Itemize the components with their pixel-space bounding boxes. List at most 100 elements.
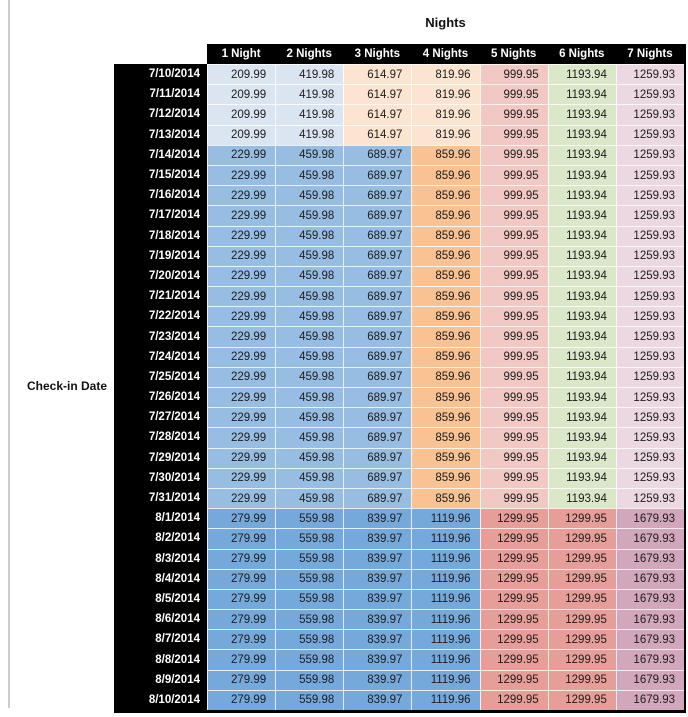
checkin-date-cell[interactable]: 7/13/2014 <box>114 124 207 145</box>
price-cell[interactable]: 614.97 <box>343 104 412 125</box>
checkin-date-cell[interactable]: 8/4/2014 <box>114 568 207 589</box>
price-cell[interactable]: 459.98 <box>275 164 344 186</box>
checkin-date-cell[interactable]: 8/1/2014 <box>114 508 207 529</box>
price-cell[interactable]: 1259.93 <box>615 326 684 347</box>
price-cell[interactable]: 1299.95 <box>479 568 548 589</box>
price-cell[interactable]: 229.99 <box>207 225 276 246</box>
checkin-date-cell[interactable]: 7/21/2014 <box>114 286 207 307</box>
price-cell[interactable]: 459.98 <box>275 326 344 347</box>
price-cell[interactable]: 689.97 <box>343 185 412 206</box>
price-cell[interactable]: 1259.93 <box>615 487 684 509</box>
price-cell[interactable]: 859.96 <box>411 185 480 206</box>
price-cell[interactable]: 209.99 <box>207 84 276 105</box>
price-cell[interactable]: 689.97 <box>343 225 412 246</box>
price-cell[interactable]: 1193.94 <box>547 225 616 246</box>
price-cell[interactable]: 559.98 <box>275 588 344 610</box>
price-cell[interactable]: 1119.96 <box>411 649 480 670</box>
price-cell[interactable]: 999.95 <box>479 245 548 266</box>
price-cell[interactable]: 1299.95 <box>547 649 616 670</box>
price-cell[interactable]: 459.98 <box>275 286 344 307</box>
checkin-date-cell[interactable]: 7/22/2014 <box>114 306 207 327</box>
price-cell[interactable]: 1679.93 <box>615 588 684 610</box>
price-cell[interactable]: 1299.95 <box>479 588 548 610</box>
price-cell[interactable]: 209.99 <box>207 124 276 145</box>
checkin-date-cell[interactable]: 7/23/2014 <box>114 326 207 347</box>
price-cell[interactable]: 279.99 <box>207 629 276 650</box>
price-cell[interactable]: 999.95 <box>479 467 548 488</box>
price-cell[interactable]: 999.95 <box>479 64 548 85</box>
price-cell[interactable]: 229.99 <box>207 487 276 509</box>
checkin-date-cell[interactable]: 8/3/2014 <box>114 548 207 569</box>
price-cell[interactable]: 209.99 <box>207 104 276 125</box>
price-cell[interactable]: 419.98 <box>275 84 344 105</box>
price-cell[interactable]: 1259.93 <box>615 205 684 226</box>
price-cell[interactable]: 1259.93 <box>615 84 684 105</box>
price-cell[interactable]: 1299.95 <box>479 528 548 549</box>
price-cell[interactable]: 459.98 <box>275 185 344 206</box>
price-cell[interactable]: 229.99 <box>207 144 276 165</box>
price-cell[interactable]: 859.96 <box>411 487 480 509</box>
price-cell[interactable]: 279.99 <box>207 588 276 610</box>
price-cell[interactable]: 689.97 <box>343 407 412 428</box>
price-cell[interactable]: 839.97 <box>343 649 412 670</box>
price-cell[interactable]: 999.95 <box>479 265 548 287</box>
column-header[interactable]: 4 Nights <box>411 44 480 64</box>
price-cell[interactable]: 1193.94 <box>547 407 616 428</box>
price-cell[interactable]: 1193.94 <box>547 104 616 125</box>
price-cell[interactable]: 614.97 <box>343 84 412 105</box>
price-cell[interactable]: 1119.96 <box>411 609 480 630</box>
price-cell[interactable]: 999.95 <box>479 104 548 125</box>
price-cell[interactable]: 689.97 <box>343 346 412 367</box>
checkin-date-cell[interactable]: 7/15/2014 <box>114 164 207 186</box>
price-cell[interactable]: 1193.94 <box>547 84 616 105</box>
price-cell[interactable]: 839.97 <box>343 588 412 610</box>
checkin-date-cell[interactable]: 7/12/2014 <box>114 104 207 125</box>
price-cell[interactable]: 229.99 <box>207 245 276 266</box>
price-cell[interactable]: 999.95 <box>479 84 548 105</box>
price-cell[interactable]: 1299.95 <box>547 588 616 610</box>
price-cell[interactable]: 999.95 <box>479 447 548 468</box>
checkin-date-cell[interactable]: 8/10/2014 <box>114 689 207 710</box>
price-cell[interactable]: 839.97 <box>343 669 412 690</box>
price-cell[interactable]: 999.95 <box>479 164 548 186</box>
checkin-date-cell[interactable]: 7/30/2014 <box>114 467 207 488</box>
checkin-date-cell[interactable]: 7/11/2014 <box>114 84 207 105</box>
price-cell[interactable]: 999.95 <box>479 487 548 509</box>
checkin-date-cell[interactable]: 7/24/2014 <box>114 346 207 367</box>
price-cell[interactable]: 1119.96 <box>411 528 480 549</box>
price-cell[interactable]: 1193.94 <box>547 64 616 85</box>
price-cell[interactable]: 1299.95 <box>547 689 616 710</box>
price-cell[interactable]: 819.96 <box>411 124 480 145</box>
price-cell[interactable]: 689.97 <box>343 245 412 266</box>
price-cell[interactable]: 1193.94 <box>547 387 616 408</box>
price-cell[interactable]: 459.98 <box>275 144 344 165</box>
price-cell[interactable]: 819.96 <box>411 104 480 125</box>
price-cell[interactable]: 819.96 <box>411 64 480 85</box>
price-cell[interactable]: 559.98 <box>275 629 344 650</box>
price-cell[interactable]: 459.98 <box>275 427 344 448</box>
price-cell[interactable]: 1193.94 <box>547 286 616 307</box>
price-cell[interactable]: 614.97 <box>343 124 412 145</box>
price-cell[interactable]: 689.97 <box>343 326 412 347</box>
price-cell[interactable]: 1193.94 <box>547 306 616 327</box>
price-cell[interactable]: 839.97 <box>343 508 412 529</box>
price-cell[interactable]: 1679.93 <box>615 629 684 650</box>
price-cell[interactable]: 459.98 <box>275 447 344 468</box>
column-header[interactable]: 6 Nights <box>547 44 616 64</box>
price-cell[interactable]: 1299.95 <box>547 568 616 589</box>
column-header[interactable]: 1 Night <box>207 44 276 64</box>
price-cell[interactable]: 229.99 <box>207 326 276 347</box>
price-cell[interactable]: 1119.96 <box>411 508 480 529</box>
price-cell[interactable]: 279.99 <box>207 689 276 710</box>
price-cell[interactable]: 559.98 <box>275 669 344 690</box>
price-cell[interactable]: 1299.95 <box>547 629 616 650</box>
price-cell[interactable]: 459.98 <box>275 346 344 367</box>
price-cell[interactable]: 1259.93 <box>615 245 684 266</box>
price-cell[interactable]: 1193.94 <box>547 245 616 266</box>
price-cell[interactable]: 459.98 <box>275 407 344 428</box>
price-cell[interactable]: 1119.96 <box>411 548 480 569</box>
price-cell[interactable]: 279.99 <box>207 528 276 549</box>
price-cell[interactable]: 459.98 <box>275 487 344 509</box>
price-cell[interactable]: 229.99 <box>207 164 276 186</box>
price-cell[interactable]: 839.97 <box>343 548 412 569</box>
